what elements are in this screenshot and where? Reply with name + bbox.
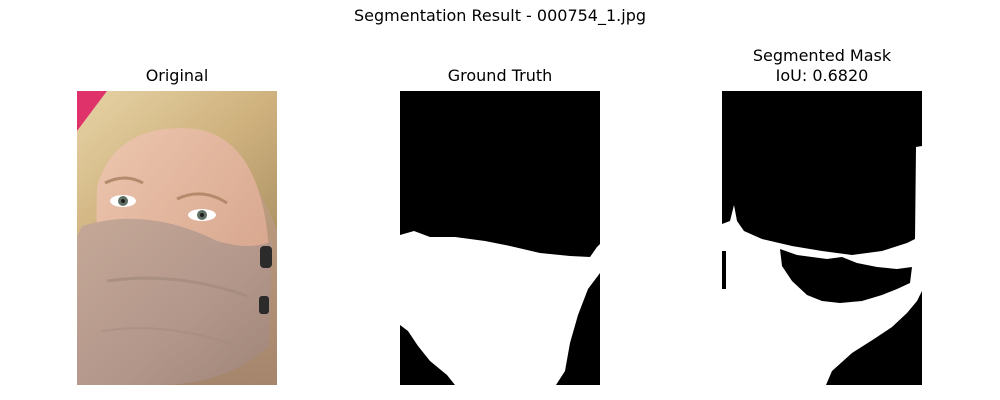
seg-middle-hole bbox=[780, 249, 912, 303]
face-mask bbox=[77, 218, 272, 385]
mask-fold bbox=[106, 276, 248, 298]
panel-original: Original bbox=[77, 44, 277, 385]
right-eyebrow bbox=[176, 192, 228, 205]
gt-foreground-region bbox=[400, 231, 600, 385]
earring bbox=[259, 296, 269, 314]
seg-left-edge-hole bbox=[722, 251, 726, 289]
panel-title-ground-truth: Ground Truth bbox=[447, 66, 553, 85]
panel-title-segmented-line2: IoU: 0.6820 bbox=[775, 66, 869, 85]
panel-segmented-mask: Segmented Mask IoU: 0.6820 bbox=[722, 44, 922, 385]
original-photo bbox=[77, 91, 277, 385]
figure-title: Segmentation Result - 000754_1.jpg bbox=[353, 6, 647, 25]
seg-bottom-right-region bbox=[826, 291, 922, 385]
segmented-mask bbox=[722, 91, 922, 385]
mask-strap-right bbox=[260, 246, 272, 268]
left-eyebrow bbox=[104, 176, 144, 185]
seg-background-region bbox=[722, 91, 922, 255]
panel-title-segmented-line1: Segmented Mask bbox=[752, 46, 892, 65]
panel-ground-truth: Ground Truth bbox=[400, 44, 600, 385]
ground-truth-mask bbox=[400, 91, 600, 385]
panel-title-original: Original bbox=[145, 66, 209, 85]
hair bbox=[77, 91, 277, 261]
